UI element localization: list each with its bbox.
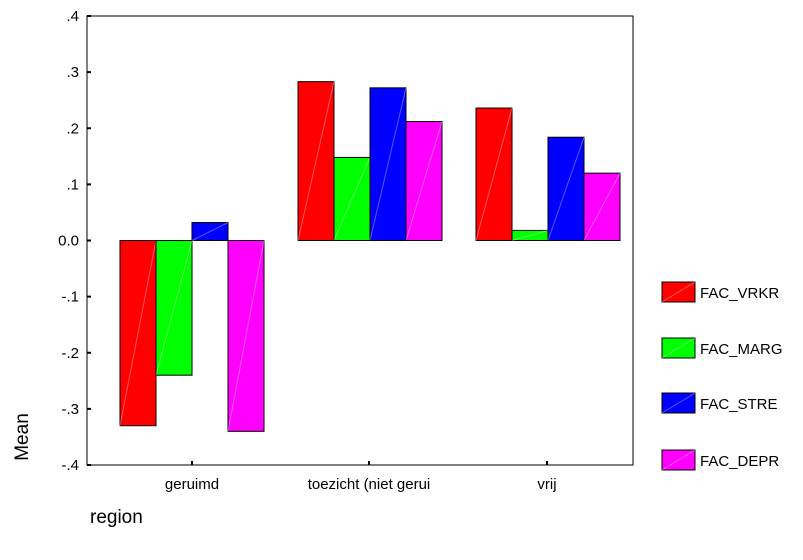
legend-swatch-fac-stre [661, 392, 696, 414]
y-tick-label: -.4 [61, 457, 79, 474]
legend-label-fac-stre: FAC_STRE [700, 396, 778, 413]
y-tick-label: .4 [66, 8, 79, 25]
y-tick-label: -.1 [61, 289, 79, 306]
bar-hatch-line [547, 137, 585, 241]
x-axis-title: region [90, 507, 143, 528]
legend-swatch-hatch [661, 449, 696, 471]
bar-fac-marg-0 [155, 240, 193, 376]
legend-layer: FAC_VRKR FAC_MARG FAC_STRE FAC_DEPR [661, 281, 783, 471]
bar-fac-stre-1 [369, 87, 407, 241]
bar-hatch-line [119, 240, 157, 426]
bar-fac-depr-0 [227, 240, 265, 432]
legend-swatch-hatch [661, 281, 696, 303]
y-tick-label: 0.0 [58, 233, 79, 250]
legend-swatch-fac-vrkr [661, 281, 696, 303]
y-tick-label: -.3 [61, 401, 79, 418]
bar-fac-vrkr-2 [475, 107, 513, 241]
bar-hatch-line [297, 81, 335, 241]
legend-swatch-hatch [661, 392, 696, 414]
legend-swatch-hatch [661, 337, 696, 359]
y-tick-label: -.2 [61, 345, 79, 362]
bar-fac-depr-1 [405, 121, 443, 241]
bar-hatch-line [405, 121, 443, 241]
x-tick-label: toezicht (niet gerui [308, 476, 431, 493]
legend-swatch-fac-depr [661, 449, 696, 471]
bar-hatch-line [511, 229, 549, 241]
bar-fac-stre-0 [191, 222, 229, 241]
y-axis-title: Mean [12, 413, 33, 461]
x-tick-label: geruimd [165, 476, 219, 493]
bar-hatch-line [583, 172, 621, 241]
bar-fac-depr-2 [583, 172, 621, 241]
bars-layer [119, 81, 621, 432]
x-tick-label: vrij [537, 476, 556, 493]
bar-hatch-line [155, 240, 193, 376]
legend-label-fac-depr: FAC_DEPR [700, 453, 779, 470]
legend-label-fac-vrkr: FAC_VRKR [700, 285, 779, 302]
bar-hatch-line [475, 107, 513, 241]
bar-hatch-line [333, 157, 371, 241]
bar-fac-stre-2 [547, 136, 585, 241]
y-tick-label: .1 [66, 176, 79, 193]
bar-hatch-line [369, 87, 407, 241]
bar-fac-vrkr-0 [119, 240, 157, 427]
bar-fac-vrkr-1 [297, 81, 335, 242]
axes-layer: .4 .3 .2 .1 0.0 -.1 -.2 -.3 -.4 geruimd toezicht (… [58, 8, 556, 493]
legend-label-fac-marg: FAC_MARG [700, 341, 783, 358]
bar-hatch-line [227, 240, 265, 432]
legend-swatch-fac-marg [661, 337, 696, 359]
y-tick-label: .3 [66, 64, 79, 81]
y-tick-label: .2 [66, 120, 79, 137]
bar-hatch-line [191, 222, 229, 241]
